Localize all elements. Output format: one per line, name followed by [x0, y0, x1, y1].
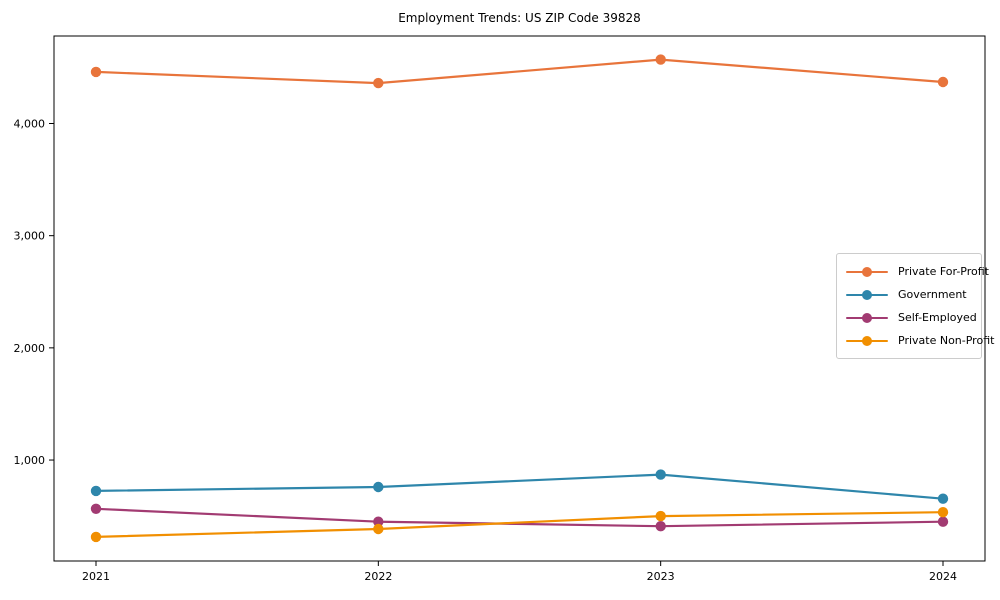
data-point-government — [655, 469, 666, 480]
legend-label: Self-Employed — [898, 311, 977, 324]
data-point-private-for-profit — [655, 54, 666, 65]
chart-title: Employment Trends: US ZIP Code 39828 — [398, 11, 641, 25]
legend-item: Private Non-Profit — [846, 329, 994, 352]
data-point-private-non-profit — [90, 531, 102, 543]
data-point-private-for-profit — [373, 77, 384, 89]
data-point-private-non-profit — [373, 523, 384, 535]
x-tick-label: 2021 — [82, 570, 110, 583]
legend-dot-swatch — [862, 312, 872, 323]
legend: Private For-Profit Government Self-Employe… — [836, 253, 994, 359]
legend-marker — [846, 335, 888, 346]
series-line-private-for-profit — [95, 58, 944, 85]
legend-label: Private For-Profit — [898, 265, 989, 278]
x-tick-label: 2022 — [364, 570, 392, 583]
y-tick-label: 2,000 — [14, 342, 46, 355]
series-line-government — [95, 473, 944, 500]
legend-item: Self-Employed — [846, 306, 977, 329]
data-point-private-for-profit — [90, 66, 102, 78]
y-tick-label: 1,000 — [14, 454, 46, 467]
data-point-self-employed — [373, 516, 384, 527]
data-point-government — [90, 485, 102, 497]
y-tick-label: 4,000 — [14, 118, 46, 131]
axes-spines — [53, 35, 986, 562]
legend-dot-swatch — [862, 335, 872, 346]
legend-dot-swatch — [862, 266, 872, 277]
data-point-self-employed — [655, 521, 666, 532]
legend-label: Government — [898, 288, 967, 301]
legend-dot-swatch — [862, 289, 872, 300]
legend-marker — [846, 266, 888, 277]
data-point-private-for-profit — [937, 76, 949, 88]
series-line-self-employed — [95, 507, 944, 528]
x-tick-label: 2024 — [929, 570, 957, 583]
y-tick-label: 3,000 — [14, 230, 46, 243]
x-tick-label: 2023 — [647, 570, 675, 583]
data-point-private-non-profit — [655, 510, 666, 522]
legend-item: Government — [846, 283, 973, 306]
legend-label: Private Non-Profit — [898, 334, 995, 347]
data-point-government — [937, 493, 949, 504]
data-point-private-non-profit — [937, 507, 949, 518]
data-point-self-employed — [90, 503, 102, 514]
legend-marker — [846, 312, 888, 323]
data-point-self-employed — [937, 516, 949, 527]
series-line-private-non-profit — [95, 511, 944, 538]
legend-marker — [846, 289, 888, 300]
data-point-government — [373, 481, 384, 493]
legend-item: Private For-Profit — [846, 260, 989, 283]
